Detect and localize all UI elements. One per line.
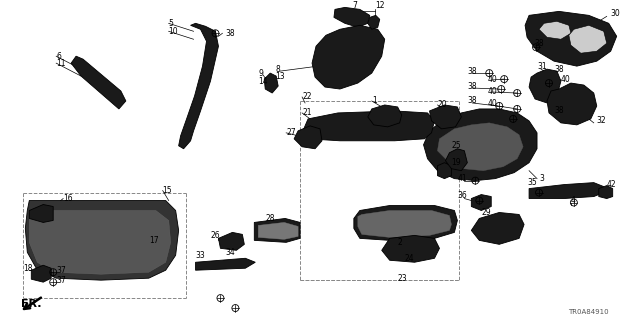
Polygon shape <box>368 15 380 29</box>
Polygon shape <box>471 195 492 211</box>
Text: 38: 38 <box>554 65 564 74</box>
Text: 40: 40 <box>561 75 571 84</box>
Text: 17: 17 <box>148 236 158 245</box>
Text: 27: 27 <box>286 128 296 137</box>
Text: 40: 40 <box>487 75 497 84</box>
Polygon shape <box>26 201 179 280</box>
Polygon shape <box>29 211 171 274</box>
Text: TR0A84910: TR0A84910 <box>568 309 609 315</box>
Text: 38: 38 <box>554 107 564 116</box>
Polygon shape <box>445 149 467 171</box>
Text: 38: 38 <box>225 29 235 38</box>
Polygon shape <box>196 258 255 270</box>
Text: 25: 25 <box>451 141 461 150</box>
Text: 41: 41 <box>458 174 467 183</box>
Text: 32: 32 <box>596 116 606 125</box>
Polygon shape <box>179 23 218 149</box>
Text: 37: 37 <box>56 276 66 285</box>
Text: 24: 24 <box>404 254 414 263</box>
Polygon shape <box>547 83 596 125</box>
Polygon shape <box>334 7 370 27</box>
Text: 22: 22 <box>302 92 312 101</box>
Polygon shape <box>599 186 612 198</box>
Polygon shape <box>471 212 524 244</box>
Text: 18: 18 <box>23 264 33 273</box>
Text: 34: 34 <box>225 248 235 257</box>
Text: 15: 15 <box>163 186 172 195</box>
Text: 19: 19 <box>451 158 461 167</box>
Polygon shape <box>302 111 435 141</box>
Polygon shape <box>312 25 385 89</box>
Text: 13: 13 <box>275 72 285 81</box>
Text: 16: 16 <box>63 194 73 203</box>
Text: 10: 10 <box>169 27 179 36</box>
Text: 30: 30 <box>611 9 620 18</box>
Polygon shape <box>424 109 537 180</box>
Polygon shape <box>381 236 440 262</box>
Polygon shape <box>264 73 278 93</box>
Text: 28: 28 <box>265 214 275 223</box>
Polygon shape <box>294 126 322 149</box>
Polygon shape <box>569 25 607 53</box>
Text: 23: 23 <box>397 274 407 283</box>
Text: 4: 4 <box>571 196 576 205</box>
Polygon shape <box>29 204 53 222</box>
Text: 5: 5 <box>169 19 173 28</box>
Text: 35: 35 <box>527 178 537 187</box>
Text: 20: 20 <box>438 100 447 109</box>
Text: 40: 40 <box>487 100 497 108</box>
Text: 38: 38 <box>467 67 477 76</box>
Polygon shape <box>354 205 458 240</box>
Polygon shape <box>218 232 244 250</box>
Polygon shape <box>529 183 604 198</box>
Text: 2: 2 <box>397 238 403 247</box>
Polygon shape <box>31 265 51 282</box>
Polygon shape <box>438 123 523 171</box>
Polygon shape <box>254 219 300 242</box>
Text: 3: 3 <box>539 174 544 183</box>
Text: 33: 33 <box>196 251 205 260</box>
Polygon shape <box>525 12 617 66</box>
Text: 21: 21 <box>302 108 312 117</box>
Text: 1: 1 <box>372 96 376 106</box>
Text: 7: 7 <box>353 1 357 10</box>
Text: 11: 11 <box>56 59 66 68</box>
Text: FR.: FR. <box>21 299 42 309</box>
Text: 36: 36 <box>458 191 467 200</box>
Text: 42: 42 <box>607 180 616 189</box>
Text: 9: 9 <box>259 68 263 78</box>
Polygon shape <box>438 163 451 179</box>
Text: 38: 38 <box>534 39 543 48</box>
Text: 38: 38 <box>467 96 477 106</box>
Polygon shape <box>259 222 298 239</box>
Text: 26: 26 <box>211 231 220 240</box>
Polygon shape <box>529 69 561 103</box>
Text: 40: 40 <box>487 86 497 96</box>
Text: 6: 6 <box>56 52 61 61</box>
Polygon shape <box>71 56 126 109</box>
Text: 12: 12 <box>375 1 384 10</box>
Text: 29: 29 <box>481 208 491 217</box>
Polygon shape <box>539 21 571 39</box>
Polygon shape <box>368 105 402 127</box>
Text: 38: 38 <box>467 82 477 91</box>
Text: 37: 37 <box>56 266 66 275</box>
Polygon shape <box>429 105 461 129</box>
Text: 8: 8 <box>275 65 280 74</box>
Text: 14: 14 <box>259 76 268 85</box>
Polygon shape <box>358 211 451 237</box>
Text: 31: 31 <box>537 62 547 71</box>
